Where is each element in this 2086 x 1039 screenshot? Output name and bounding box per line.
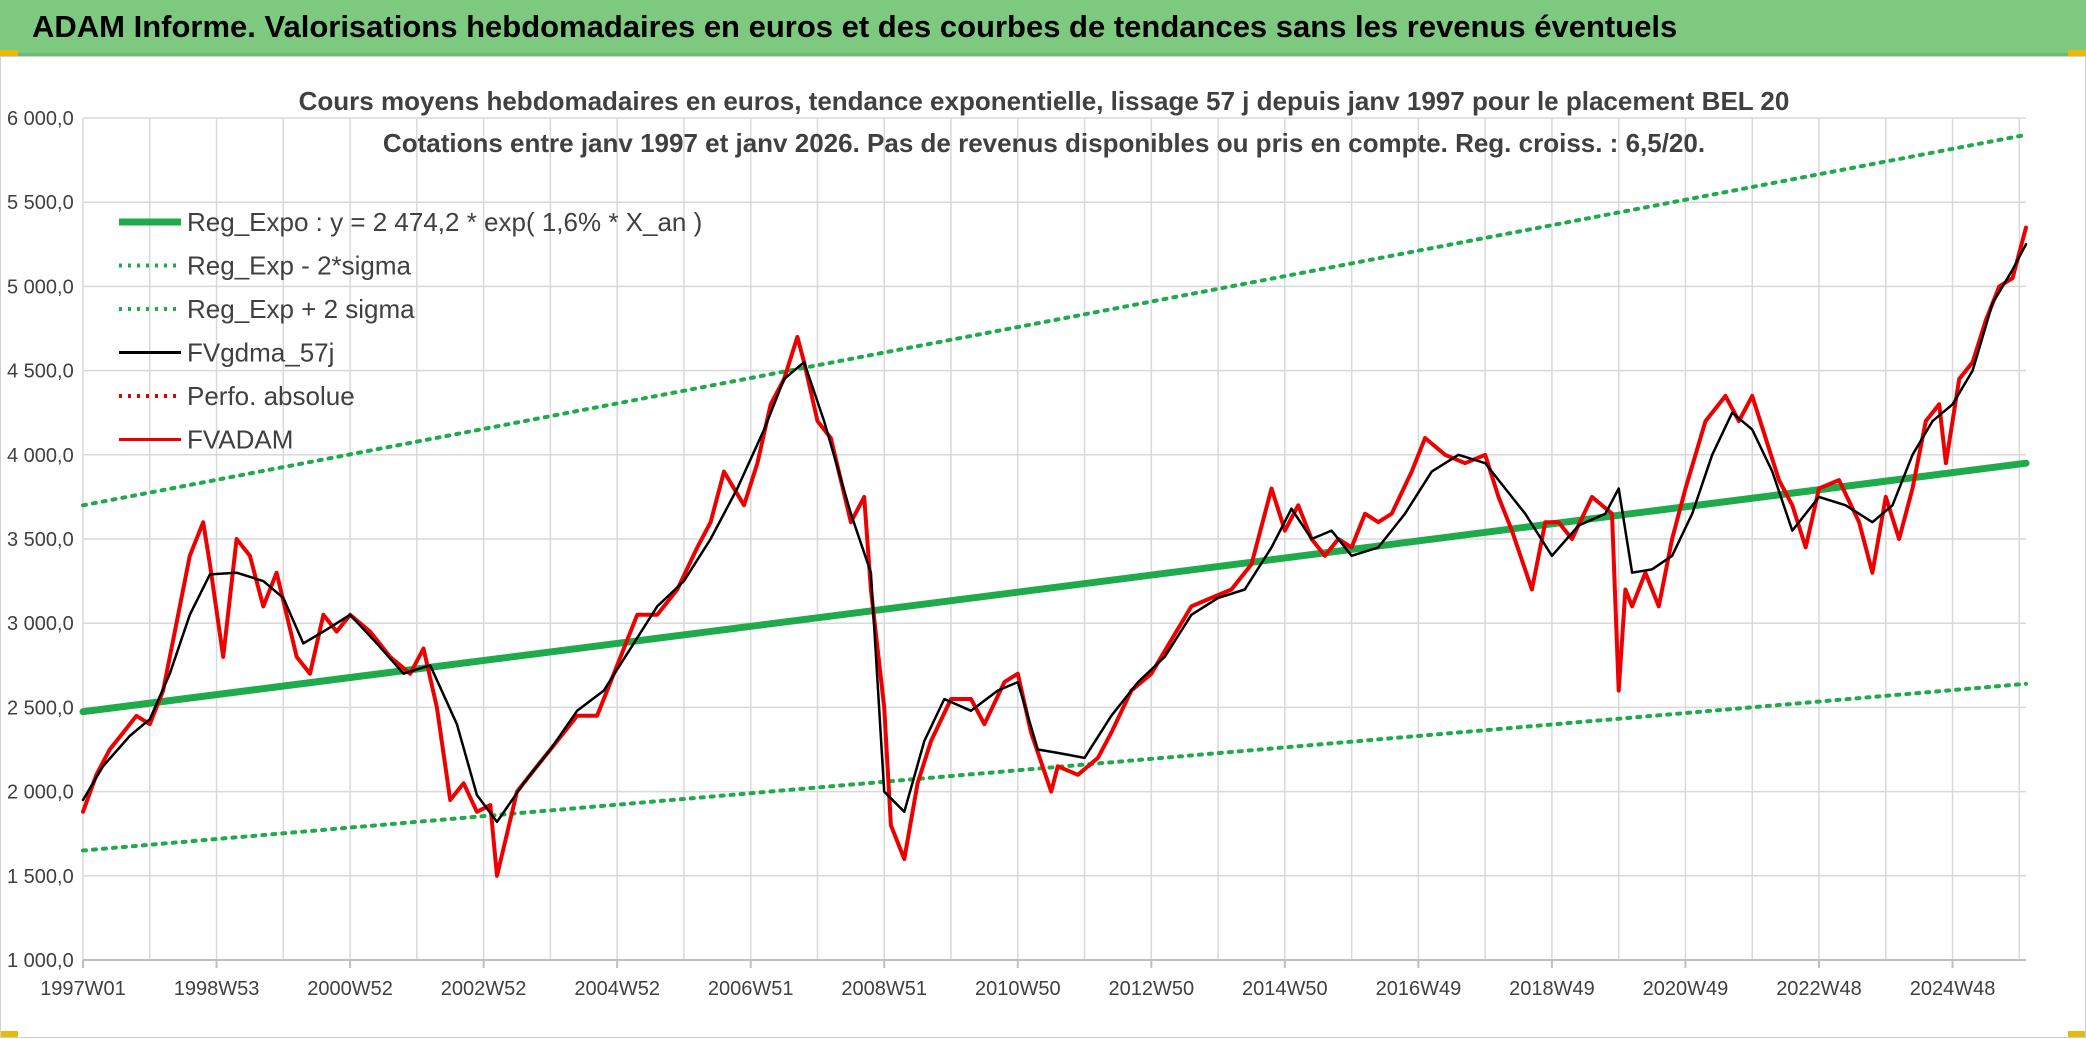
x-tick-label: 2022W48 — [1776, 978, 1862, 1000]
y-tick-label: 5 000,0 — [7, 276, 74, 298]
series-fvadam — [81, 225, 2028, 878]
x-tick-label: 2016W49 — [1376, 978, 1462, 1000]
y-tick-label: 2 500,0 — [7, 697, 74, 719]
x-tick-label: 2018W49 — [1509, 978, 1595, 1000]
x-tick-label: 2006W51 — [708, 978, 794, 1000]
legend-label: FVgdma_57j — [187, 338, 334, 368]
y-tick-label: 3 500,0 — [7, 529, 74, 551]
legend-label: Reg_Exp + 2 sigma — [187, 294, 415, 324]
x-tick-label: 2000W52 — [307, 978, 393, 1000]
x-tick-label: 2002W52 — [441, 978, 527, 1000]
x-tick-label: 1998W53 — [174, 978, 260, 1000]
chart-container: 1 000,0 1 500,0 2 000,0 2 500,0 3 000,0 3 500… — [0, 56, 2086, 1038]
x-tick-label: 2004W52 — [574, 978, 660, 1000]
legend-label: Reg_Exp - 2*sigma — [187, 251, 412, 281]
y-tick-label: 5 500,0 — [7, 192, 74, 214]
series-fvgdma-57j — [81, 243, 2028, 824]
y-tick-label: 1 000,0 — [7, 950, 74, 972]
x-tick-label: 1997W01 — [40, 978, 126, 1000]
x-tick-label: 2014W50 — [1242, 978, 1328, 1000]
y-tick-label: 4 500,0 — [7, 361, 74, 383]
x-tick-label: 2012W50 — [1109, 978, 1195, 1000]
y-tick-label: 4 000,0 — [7, 445, 74, 467]
chart-title-line: Cotations entre janv 1997 et janv 2026. … — [383, 128, 1705, 158]
legend-label: Perfo. absolue — [187, 381, 355, 411]
chart-title-line: Cours moyens hebdomadaires en euros, ten… — [299, 86, 1790, 116]
x-tick-label: 2008W51 — [841, 978, 927, 1000]
corner-accent — [2068, 1031, 2086, 1038]
series-reg-exp-minus-2sigma — [81, 681, 2028, 853]
y-tick-label: 1 500,0 — [7, 866, 74, 888]
x-tick-label: 2024W48 — [1910, 978, 1996, 1000]
corner-accent — [0, 1031, 18, 1038]
y-tick-label: 2 000,0 — [7, 782, 74, 804]
y-tick-label: 3 000,0 — [7, 613, 74, 635]
report-banner: ADAM Informe. Valorisations hebdomadaire… — [0, 0, 2086, 56]
series-reg-expo — [79, 459, 2030, 716]
series-reg-exp-plus-2sigma — [81, 132, 2028, 508]
line-chart: 1 000,0 1 500,0 2 000,0 2 500,0 3 000,0 3 500… — [7, 86, 2030, 1000]
x-tick-label: 2020W49 — [1643, 978, 1729, 1000]
y-tick-label: 6 000,0 — [7, 108, 74, 130]
corner-accent — [2068, 50, 2086, 57]
legend-label: FVADAM — [187, 425, 293, 455]
legend-label: Reg_Expo : y = 2 474,2 * exp( 1,6% * X_a… — [187, 207, 702, 237]
corner-accent — [0, 50, 18, 57]
report-title: ADAM Informe. Valorisations hebdomadaire… — [32, 9, 1678, 44]
x-tick-label: 2010W50 — [975, 978, 1061, 1000]
